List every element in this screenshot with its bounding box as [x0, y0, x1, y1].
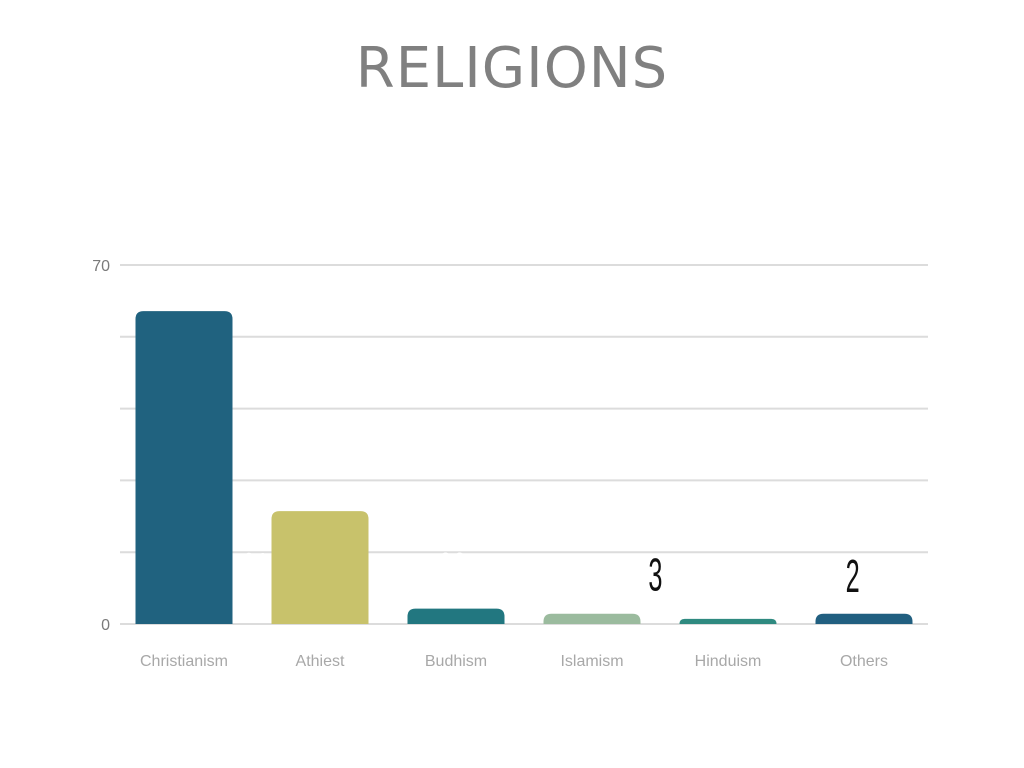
x-tick-label: Others — [840, 653, 888, 670]
bar-athiest — [271, 511, 369, 624]
x-tick-label: Christianism — [140, 653, 228, 670]
data-label: 2 — [846, 550, 860, 602]
bar-islamism — [543, 613, 641, 624]
x-tick-label: Budhism — [425, 653, 487, 670]
bar-others — [815, 613, 913, 624]
x-tick-label: Hinduism — [695, 653, 762, 670]
data-label: 22 — [438, 543, 466, 595]
y-tick-label: 0 — [101, 617, 110, 634]
bar-christianism — [135, 311, 233, 624]
chart-title: RELIGIONS — [355, 36, 669, 101]
x-tick-label: Islamism — [560, 653, 623, 670]
x-tick-label: Athiest — [296, 653, 345, 670]
data-label: 61 — [241, 543, 269, 595]
bar-budhism — [407, 608, 505, 624]
y-tick-label: 70 — [92, 258, 110, 275]
bar-hinduism — [679, 618, 777, 624]
data-label: 3 — [648, 548, 662, 600]
